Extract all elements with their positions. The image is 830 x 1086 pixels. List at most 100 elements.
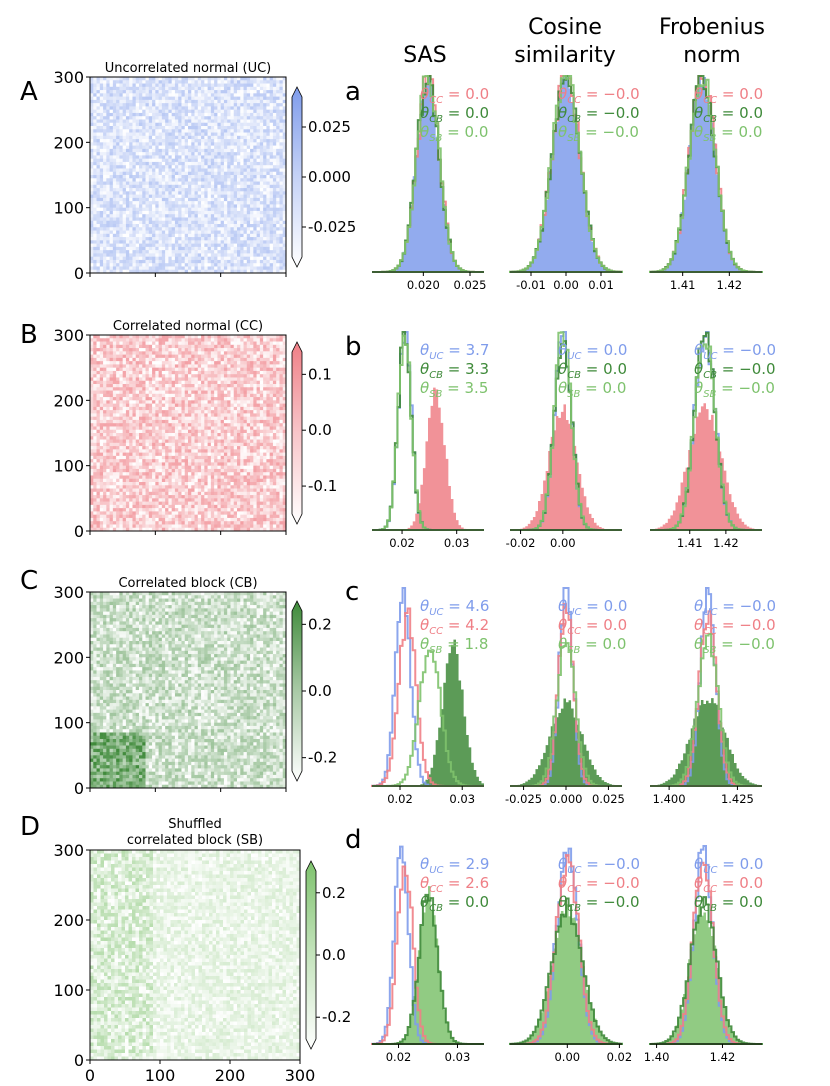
hist-xtick-label: 0.02 <box>387 792 413 806</box>
hist-annotation-cc: θCC = −0.0 <box>558 85 640 106</box>
hist-xtick-label: 0.020 <box>407 278 440 292</box>
heatmap-title-D: Shuffled <box>168 817 222 832</box>
hist-annotation-uc: θUC = −0.0 <box>694 597 776 618</box>
hist-series-uc-filled <box>510 76 622 272</box>
hist-xtick-label: 1.425 <box>721 792 754 806</box>
theta-symbol: θ <box>420 893 429 911</box>
theta-value: = 0.0 <box>717 104 763 122</box>
hist-annotation-sb: θSB = 0.0 <box>558 635 626 656</box>
theta-subscript: CB <box>703 114 717 125</box>
theta-subscript: CC <box>703 884 717 895</box>
theta-symbol: θ <box>420 379 429 397</box>
colorbar-tick-label: 0.000 <box>308 168 351 186</box>
hist-annotation-cb: θCB = 0.0 <box>558 360 627 381</box>
hist-series-cb-outline <box>649 896 763 1045</box>
heatmap-ytick-label: 200 <box>53 133 84 152</box>
hist-series-sb-outline <box>509 75 623 273</box>
heatmap-ytick-label: 0 <box>74 264 84 283</box>
hist-series-sb-filled <box>510 904 622 1044</box>
theta-symbol: θ <box>420 635 429 653</box>
theta-subscript: UC <box>703 351 717 362</box>
theta-value: = 2.6 <box>443 874 489 892</box>
theta-subscript: CC <box>703 626 717 637</box>
panel-letter-B: B <box>20 320 38 350</box>
theta-value: = 0.0 <box>582 597 628 615</box>
hist-xtick-label: 1.41 <box>677 536 703 550</box>
heatmap-ytick-label: 300 <box>53 583 84 602</box>
theta-value: = 3.3 <box>443 360 489 378</box>
colorbar-tick-label: -0.1 <box>308 477 337 495</box>
theta-value: = 4.2 <box>443 616 489 634</box>
charts-layer: Uncorrelated normal (UC) 0 100 200 300 0.025 0… <box>53 61 776 1085</box>
hist-annotation-sb: θSB = 0.0 <box>558 379 626 400</box>
theta-symbol: θ <box>694 341 703 359</box>
theta-symbol: θ <box>558 104 567 122</box>
theta-subscript: SB <box>567 133 580 144</box>
hist-xtick-label: 0.00 <box>550 536 576 550</box>
theta-subscript: CC <box>567 884 581 895</box>
theta-symbol: θ <box>558 597 567 615</box>
heatmap-title-A: Uncorrelated normal (UC) <box>105 61 272 76</box>
theta-symbol: θ <box>420 360 429 378</box>
theta-symbol: θ <box>558 379 567 397</box>
theta-value: = 0.0 <box>443 85 489 103</box>
theta-subscript: CB <box>567 370 581 381</box>
hist-annotation-sb: θSB = −0.0 <box>558 123 639 144</box>
theta-value: = 0.0 <box>582 341 628 359</box>
header-frobenius-line1: Frobenius <box>659 15 765 40</box>
theta-value: = 0.0 <box>717 85 763 103</box>
colorbar-B <box>291 341 303 525</box>
hist-annotation-sb: θSB = 0.0 <box>694 123 762 144</box>
theta-symbol: θ <box>694 85 703 103</box>
theta-symbol: θ <box>558 616 567 634</box>
hist-annotation-uc: θUC = −0.0 <box>694 341 776 362</box>
hist-annotation-cc: θCC = 2.6 <box>420 874 489 895</box>
theta-value: = 0.0 <box>717 893 763 911</box>
hist-xtick-label: -0.01 <box>516 278 546 292</box>
hist-xtick-label: 1.40 <box>644 1050 670 1064</box>
heatmap-panel-A: Uncorrelated normal (UC) 0 100 200 300 0.025 0… <box>53 61 356 283</box>
heatmap-panel-C: Correlated block (CB) 0 100 200 300 0.2 0.0 -0.… <box>53 576 337 798</box>
hist-series-cb-outline <box>509 897 623 1045</box>
theta-value: = −0.0 <box>581 104 640 122</box>
theta-value: = 0.0 <box>443 893 489 911</box>
colorbar-A <box>291 86 303 268</box>
colorbar-tick-label: -0.2 <box>322 1008 351 1026</box>
hist-annotation-uc: θUC = 4.6 <box>420 597 489 618</box>
hist-annotation-uc: θUC = −0.0 <box>558 855 640 876</box>
hist-annotation-cc: θCC = 4.2 <box>420 616 489 637</box>
theta-value: = 3.5 <box>442 379 488 397</box>
theta-subscript: CB <box>567 903 581 914</box>
theta-value: = −0.0 <box>581 874 640 892</box>
hist-annotation-cb: θCB = 0.0 <box>694 104 763 125</box>
header-cosine-line1: Cosine <box>528 15 602 40</box>
theta-value: = 0.0 <box>443 104 489 122</box>
theta-subscript: UC <box>567 865 581 876</box>
hist-xtick-label: 0.01 <box>588 278 614 292</box>
heatmap-ytick-label: 200 <box>53 911 84 930</box>
theta-value: = 0.0 <box>716 123 762 141</box>
colorbar-D <box>305 860 317 1050</box>
heatmap-xtick-label: 100 <box>145 1066 176 1085</box>
colorbar-tick-label: -0.2 <box>308 749 337 767</box>
panel-letter-D: D <box>20 812 40 842</box>
theta-value: = 2.9 <box>444 855 490 873</box>
theta-value: = 0.0 <box>717 874 763 892</box>
hist-xtick-label: 0.02 <box>607 1050 633 1064</box>
theta-value: = 1.8 <box>442 635 488 653</box>
theta-symbol: θ <box>694 874 703 892</box>
theta-value: = −0.0 <box>718 341 777 359</box>
hist-series-cc-filled <box>510 404 622 530</box>
colorbar-tick-label: 0.0 <box>322 946 346 964</box>
theta-value: = 0.0 <box>580 635 626 653</box>
theta-subscript: UC <box>429 351 443 362</box>
hist-xtick-label: 1.400 <box>653 792 686 806</box>
hist-series-cc-filled <box>372 387 484 530</box>
theta-subscript: UC <box>703 865 717 876</box>
